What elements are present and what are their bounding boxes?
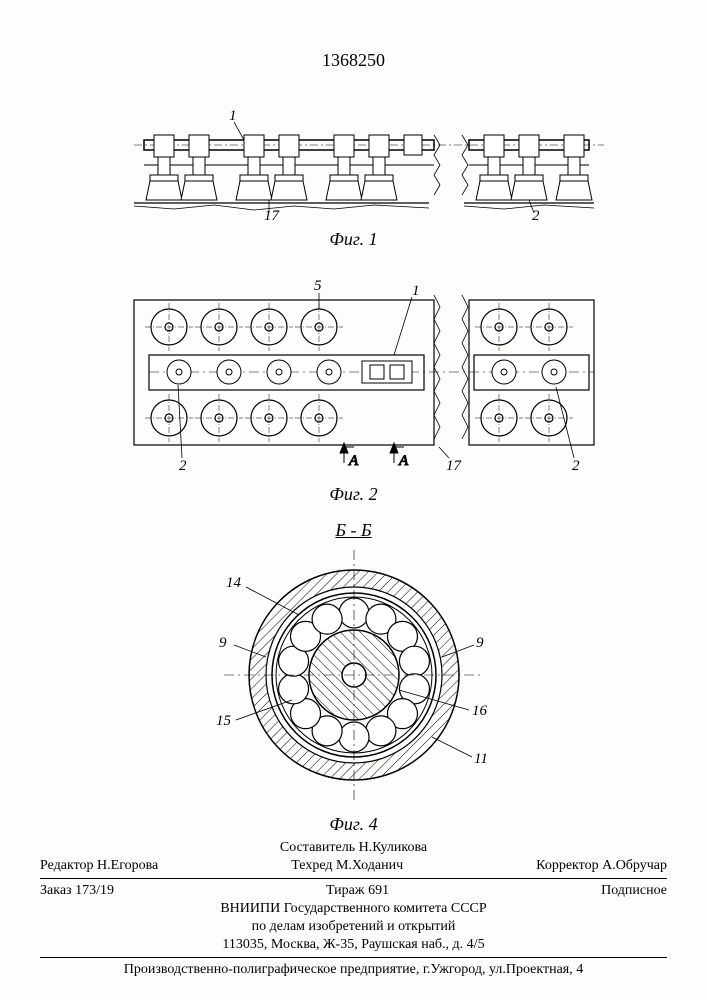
patent-page: 1368250 xyxy=(0,0,707,1000)
tirage-value: 691 xyxy=(368,883,389,898)
figure-2: A A 5 1 2 2 17 Фиг. 2 xyxy=(94,275,614,505)
org-address: 113035, Москва, Ж-35, Раушская наб., д. … xyxy=(40,937,667,953)
fig1-caption: Фиг. 1 xyxy=(94,229,614,250)
corrector-name: А.Обручар xyxy=(602,858,667,873)
tirage-label: Тираж xyxy=(326,883,365,898)
ref-2b: 2 xyxy=(572,458,580,474)
fig4-caption: Фиг. 4 xyxy=(214,814,494,835)
svg-text:14: 14 xyxy=(226,575,242,591)
fig2-svg: A A 5 1 2 2 17 xyxy=(94,275,614,475)
svg-text:9: 9 xyxy=(219,635,227,651)
editor-name: Н.Егорова xyxy=(97,858,158,873)
footer: Составитель Н.Куликова Редактор Н.Егоров… xyxy=(40,838,667,980)
svg-text:A: A xyxy=(348,453,359,469)
fig4-section: Б - Б xyxy=(214,520,494,541)
techred-name: М.Ходанич xyxy=(336,858,403,873)
org-line1: ВНИИПИ Государственного комитета СССР xyxy=(40,901,667,917)
svg-text:1: 1 xyxy=(229,108,237,124)
svg-text:16: 16 xyxy=(472,703,488,719)
fig1-svg: 1 17 2 xyxy=(94,100,614,220)
ref-1: 1 xyxy=(412,283,420,299)
figure-4: Б - Б xyxy=(214,520,494,835)
editor-label: Редактор xyxy=(40,858,94,873)
svg-text:15: 15 xyxy=(216,713,232,729)
org-line2: по делам изобретений и открытий xyxy=(40,919,667,935)
subscription: Подписное xyxy=(601,883,667,899)
figure-1: 1 17 2 Фиг. 1 xyxy=(94,100,614,250)
order-label: Заказ xyxy=(40,883,72,898)
printer-line: Производственно-полиграфическое предприя… xyxy=(40,962,667,978)
corrector-label: Корректор xyxy=(536,858,598,873)
fig4-svg: 14 9 9 15 16 11 xyxy=(214,545,494,805)
ref-5: 5 xyxy=(314,278,322,294)
ref-17b: 17 xyxy=(446,458,463,474)
fig1-units xyxy=(146,135,592,200)
svg-text:A: A xyxy=(398,453,409,469)
fig2-caption: Фиг. 2 xyxy=(94,484,614,505)
compiler-label: Составитель xyxy=(280,840,355,855)
compiler-name: Н.Куликова xyxy=(359,840,428,855)
techred-label: Техред xyxy=(291,858,332,873)
svg-text:11: 11 xyxy=(474,751,488,767)
svg-text:9: 9 xyxy=(476,635,484,651)
ref-2: 2 xyxy=(532,208,540,220)
order-value: 173/19 xyxy=(75,883,114,898)
ref-17: 17 xyxy=(264,208,281,220)
patent-number: 1368250 xyxy=(0,50,707,71)
ref-2a: 2 xyxy=(179,458,187,474)
